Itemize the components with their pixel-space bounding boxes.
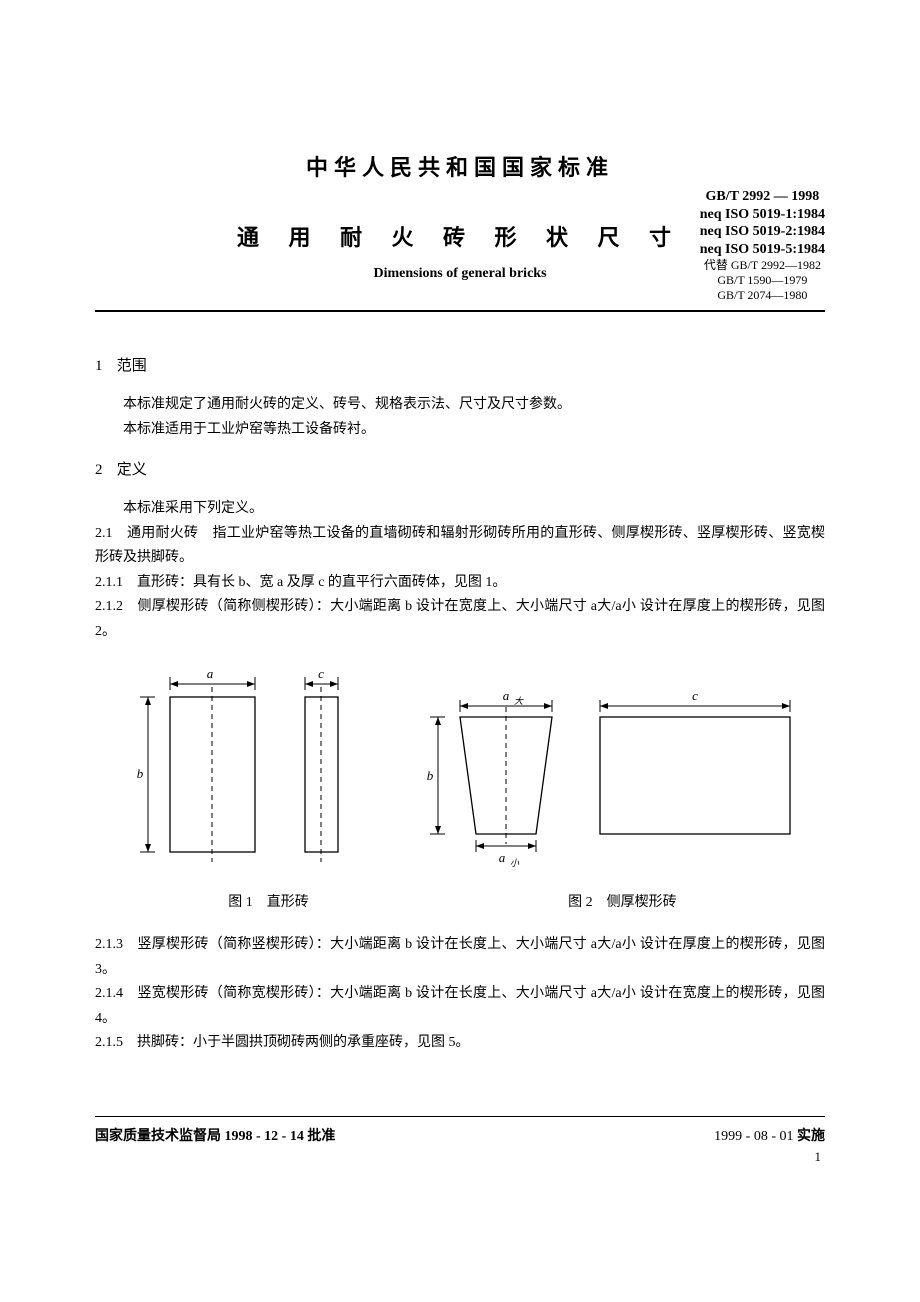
section-2-p1: 本标准采用下列定义。 [95, 497, 825, 522]
svg-text:a: a [503, 688, 510, 703]
standard-codes: GB/T 2992 — 1998 neq ISO 5019-1:1984 neq… [700, 188, 825, 303]
clause-2-1-4: 2.1.4 竖宽楔形砖（简称宽楔形砖）：大小端距离 b 设计在长度上、大小端尺寸… [95, 982, 825, 1031]
svg-text:小: 小 [510, 858, 520, 868]
figures-block: a c b [95, 662, 825, 911]
figure-2: a 大 a 小 b [427, 688, 790, 868]
clause-2-1-5: 2.1.5 拱脚砖：小于半圆拱顶砌砖两侧的承重座砖，见图 5。 [95, 1031, 825, 1056]
figure-1: a c b [137, 666, 338, 862]
std-replace-1: 代替 GB/T 2992—1982 [700, 258, 825, 273]
svg-text:a: a [207, 666, 214, 681]
std-code-neq2: neq ISO 5019-2:1984 [700, 223, 825, 241]
std-code-main: GB/T 2992 — 1998 [700, 188, 825, 206]
svg-text:a: a [499, 850, 506, 865]
section-1-title: 1 范围 [95, 354, 825, 375]
std-code-neq3: neq ISO 5019-5:1984 [700, 241, 825, 259]
clause-2-1-3: 2.1.3 竖厚楔形砖（简称竖楔形砖）：大小端距离 b 设计在长度上、大小端尺寸… [95, 933, 825, 982]
svg-text:b: b [137, 766, 144, 781]
section-1-p2: 本标准适用于工业炉窑等热工设备砖衬。 [95, 418, 825, 443]
figure-2-caption: 图 2 侧厚楔形砖 [433, 891, 813, 911]
std-code-neq1: neq ISO 5019-1:1984 [700, 206, 825, 224]
country-standard-title: 中华人民共和国国家标准 [95, 150, 825, 182]
clause-2-1-1: 2.1.1 直形砖：具有长 b、宽 a 及厚 c 的直平行六面砖体，见图 1。 [95, 571, 825, 596]
implement-date: 1999 - 08 - 01 实施 [714, 1125, 825, 1145]
footer: 国家质量技术监督局 1998 - 12 - 14 批准 1999 - 08 - … [95, 1125, 825, 1145]
header-rule [95, 310, 825, 312]
document-page: 中华人民共和国国家标准 GB/T 2992 — 1998 neq ISO 501… [0, 0, 920, 1205]
figure-1-caption: 图 1 直形砖 [108, 891, 429, 911]
section-1-p1: 本标准规定了通用耐火砖的定义、砖号、规格表示法、尺寸及尺寸参数。 [95, 393, 825, 418]
section-2-title: 2 定义 [95, 458, 825, 479]
page-number: 1 [95, 1149, 825, 1165]
figures-svg: a c b [110, 662, 810, 872]
clause-2-1-2: 2.1.2 侧厚楔形砖（简称侧楔形砖）：大小端距离 b 设计在宽度上、大小端尺寸… [95, 595, 825, 644]
std-replace-2: GB/T 1590—1979 [700, 273, 825, 288]
figure-captions: 图 1 直形砖 图 2 侧厚楔形砖 [95, 891, 825, 911]
svg-text:大: 大 [514, 696, 524, 706]
approval-text: 国家质量技术监督局 1998 - 12 - 14 批准 [95, 1125, 335, 1145]
footer-rule [95, 1116, 825, 1117]
std-replace-3: GB/T 2074—1980 [700, 288, 825, 303]
clause-2-1: 2.1 通用耐火砖 指工业炉窑等热工设备的直墙砌砖和辐射形砌砖所用的直形砖、侧厚… [95, 522, 825, 571]
svg-text:c: c [318, 666, 324, 681]
svg-text:c: c [692, 688, 698, 703]
svg-text:b: b [427, 768, 434, 783]
document-header: 中华人民共和国国家标准 GB/T 2992 — 1998 neq ISO 501… [95, 150, 825, 282]
